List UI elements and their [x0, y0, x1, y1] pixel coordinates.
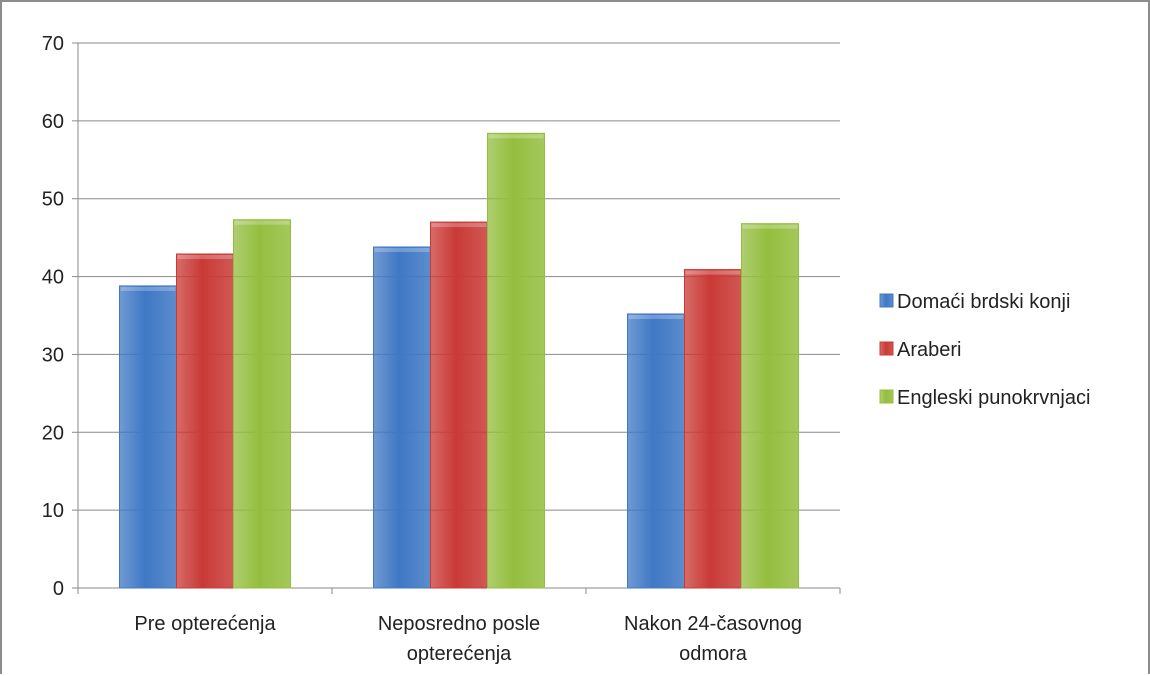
bar: [176, 253, 234, 589]
bar-highlight: [685, 270, 741, 275]
bar: [627, 313, 685, 589]
bar-highlight: [431, 223, 487, 228]
legend-swatch: [879, 293, 894, 308]
y-tick-label: 40: [42, 267, 64, 289]
y-tick-label: 70: [42, 33, 64, 55]
y-tick-label: 30: [42, 344, 64, 366]
bar: [487, 132, 545, 589]
bar: [119, 285, 177, 589]
bar-highlight: [374, 247, 430, 252]
bar-highlight: [234, 220, 290, 225]
legend-label: Engleski punokrvnjaci: [897, 387, 1090, 409]
bar-highlight: [488, 134, 544, 139]
bar: [430, 221, 488, 589]
bar-highlight: [177, 254, 233, 259]
y-tick-label: 0: [53, 578, 64, 600]
legend-swatch: [879, 389, 894, 404]
bar: [373, 246, 431, 589]
bar-highlight: [628, 314, 684, 319]
y-tick-label: 60: [42, 111, 64, 133]
y-tick-labels: 0 10 20 30 40 50 60 70: [42, 33, 64, 600]
bar: [684, 269, 742, 589]
x-category-label: Pre opterećenja: [134, 613, 276, 635]
x-category-labels: Pre opterećenja Neposredno posle opterećen…: [134, 613, 802, 665]
bar-highlight: [120, 286, 176, 291]
legend-swatch: [879, 341, 894, 356]
legend-label: Domaći brdski konji: [897, 291, 1070, 313]
bars: [119, 132, 799, 589]
y-tick-label: 50: [42, 189, 64, 211]
y-tick-label: 10: [42, 500, 64, 522]
bar-highlight: [742, 224, 798, 229]
x-category-label: odmora: [679, 643, 748, 665]
x-category-label: opterećenja: [407, 643, 512, 665]
bar: [233, 219, 291, 589]
x-category-label: Neposredno posle: [378, 613, 540, 635]
x-category-label: Nakon 24-časovnog: [624, 613, 802, 635]
legend: Domaći brdski konji Araberi Engleski punok…: [879, 291, 1090, 409]
y-tick-label: 20: [42, 422, 64, 444]
legend-label: Araberi: [897, 339, 961, 361]
bar: [741, 223, 799, 589]
